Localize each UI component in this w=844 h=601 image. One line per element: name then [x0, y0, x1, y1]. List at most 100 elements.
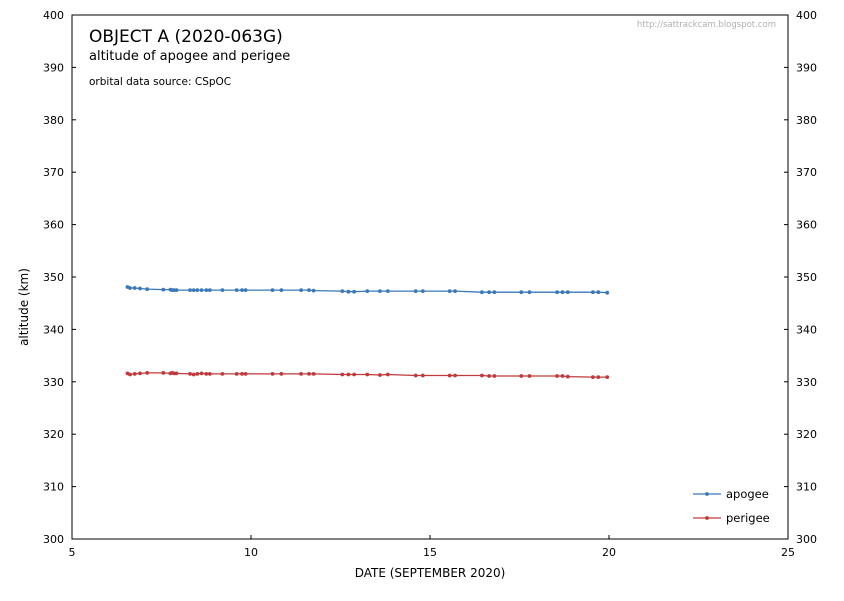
perigee-point [605, 375, 610, 379]
apogee-point [188, 288, 193, 292]
apogee-point [413, 289, 418, 293]
apogee-point [128, 286, 132, 290]
perigee-point [199, 371, 204, 376]
series-perigee [125, 371, 610, 379]
y-tick-label-left: 350 [43, 271, 64, 284]
y-tick-label-right: 370 [796, 166, 817, 179]
apogee-point [365, 289, 370, 293]
perigee-point [420, 373, 425, 378]
apogee-point [138, 286, 142, 291]
perigee-point [191, 372, 196, 377]
apogee-point [605, 290, 610, 295]
y-tick-label-left: 300 [43, 533, 64, 546]
perigee-point [188, 372, 193, 376]
apogee-point [270, 288, 275, 292]
x-tick-label: 20 [602, 546, 616, 559]
apogee-point [565, 290, 570, 295]
legend: apogee perigee [693, 487, 770, 525]
y-tick-label-left: 360 [43, 219, 64, 232]
legend-marker-apogee [705, 492, 709, 496]
apogee-point [346, 289, 351, 294]
series-apogee [125, 285, 610, 295]
apogee-point [195, 288, 200, 292]
perigee-point [555, 374, 559, 378]
x-axis: 5 10 15 20 25 [69, 535, 795, 559]
y-tick-label-left: 380 [43, 114, 64, 127]
apogee-point [311, 288, 316, 293]
perigee-point [161, 371, 166, 375]
watermark: http://sattrackcam.blogspot.com [637, 20, 776, 30]
apogee-point [560, 290, 565, 295]
perigee-point [346, 372, 351, 377]
perigee-point [279, 372, 284, 376]
perigee-point [413, 373, 418, 378]
apogee-point [340, 289, 345, 293]
apogee-point [591, 290, 595, 295]
apogee-point [447, 289, 452, 293]
y-tick-label-left: 310 [43, 481, 64, 494]
perigee-point [519, 374, 524, 378]
perigee-point [174, 371, 179, 376]
y-tick-label-left: 340 [43, 323, 64, 336]
perigee-point [195, 372, 200, 376]
x-tick-label: 10 [244, 546, 258, 559]
legend-label-perigee: perigee [726, 511, 770, 525]
perigee-point [492, 374, 497, 378]
perigee-point [447, 373, 452, 378]
perigee-point [591, 375, 595, 379]
apogee-point [453, 289, 457, 293]
perigee-point [340, 372, 345, 377]
y-tick-label-right: 390 [796, 61, 817, 74]
perigee-point [378, 373, 382, 377]
perigee-point [453, 373, 457, 378]
x-tick-label: 15 [423, 546, 437, 559]
perigee-point [234, 372, 239, 376]
apogee-point [174, 288, 179, 292]
y-tick-label-right: 360 [796, 219, 817, 232]
y-tick-label-left: 390 [43, 61, 64, 74]
apogee-point [299, 288, 303, 292]
chart-title: OBJECT A (2020-063G) [89, 27, 283, 47]
apogee-point [191, 288, 196, 292]
y-axis-right: 300 310 320 330 340 350 360 370 380 390 400 [784, 9, 817, 546]
y-tick-label-right: 300 [796, 533, 817, 546]
perigee-point [560, 374, 565, 378]
y-tick-label-right: 330 [796, 376, 817, 389]
chart-subtitle: altitude of apogee and perigee [89, 49, 290, 64]
y-tick-label-right: 340 [796, 323, 817, 336]
perigee-point [270, 372, 275, 376]
y-tick-label-left: 400 [43, 9, 64, 22]
perigee-point [220, 372, 225, 376]
apogee-point [161, 287, 166, 292]
apogee-point [378, 289, 382, 293]
apogee-point [243, 288, 248, 292]
perigee-point [207, 372, 212, 376]
perigee-point [299, 372, 303, 376]
perigee-point [132, 372, 137, 376]
perigee-point [204, 372, 209, 376]
y-axis-left: 300 310 320 330 340 350 360 370 380 390 400 [43, 9, 76, 546]
perigee-point [480, 373, 484, 378]
apogee-point [492, 290, 497, 295]
y-tick-label-right: 400 [796, 9, 817, 22]
y-tick-label-right: 350 [796, 271, 817, 284]
apogee-point [307, 288, 311, 292]
perigee-point [596, 375, 601, 379]
apogee-point [385, 289, 390, 293]
perigee-point [385, 372, 390, 377]
perigee-point [311, 372, 316, 376]
legend-item-perigee: perigee [693, 511, 770, 525]
legend-item-apogee: apogee [693, 487, 769, 501]
y-tick-label-right: 380 [796, 114, 817, 127]
apogee-point [596, 290, 601, 295]
perigee-point [145, 371, 150, 375]
apogee-point [487, 290, 491, 295]
perigee-point [240, 372, 244, 376]
apogee-point [352, 289, 356, 294]
y-axis-title: altitude (km) [17, 268, 31, 346]
y-tick-label-right: 310 [796, 481, 817, 494]
y-tick-label-left: 330 [43, 376, 64, 389]
perigee-point [352, 372, 356, 377]
apogee-point [220, 288, 225, 292]
